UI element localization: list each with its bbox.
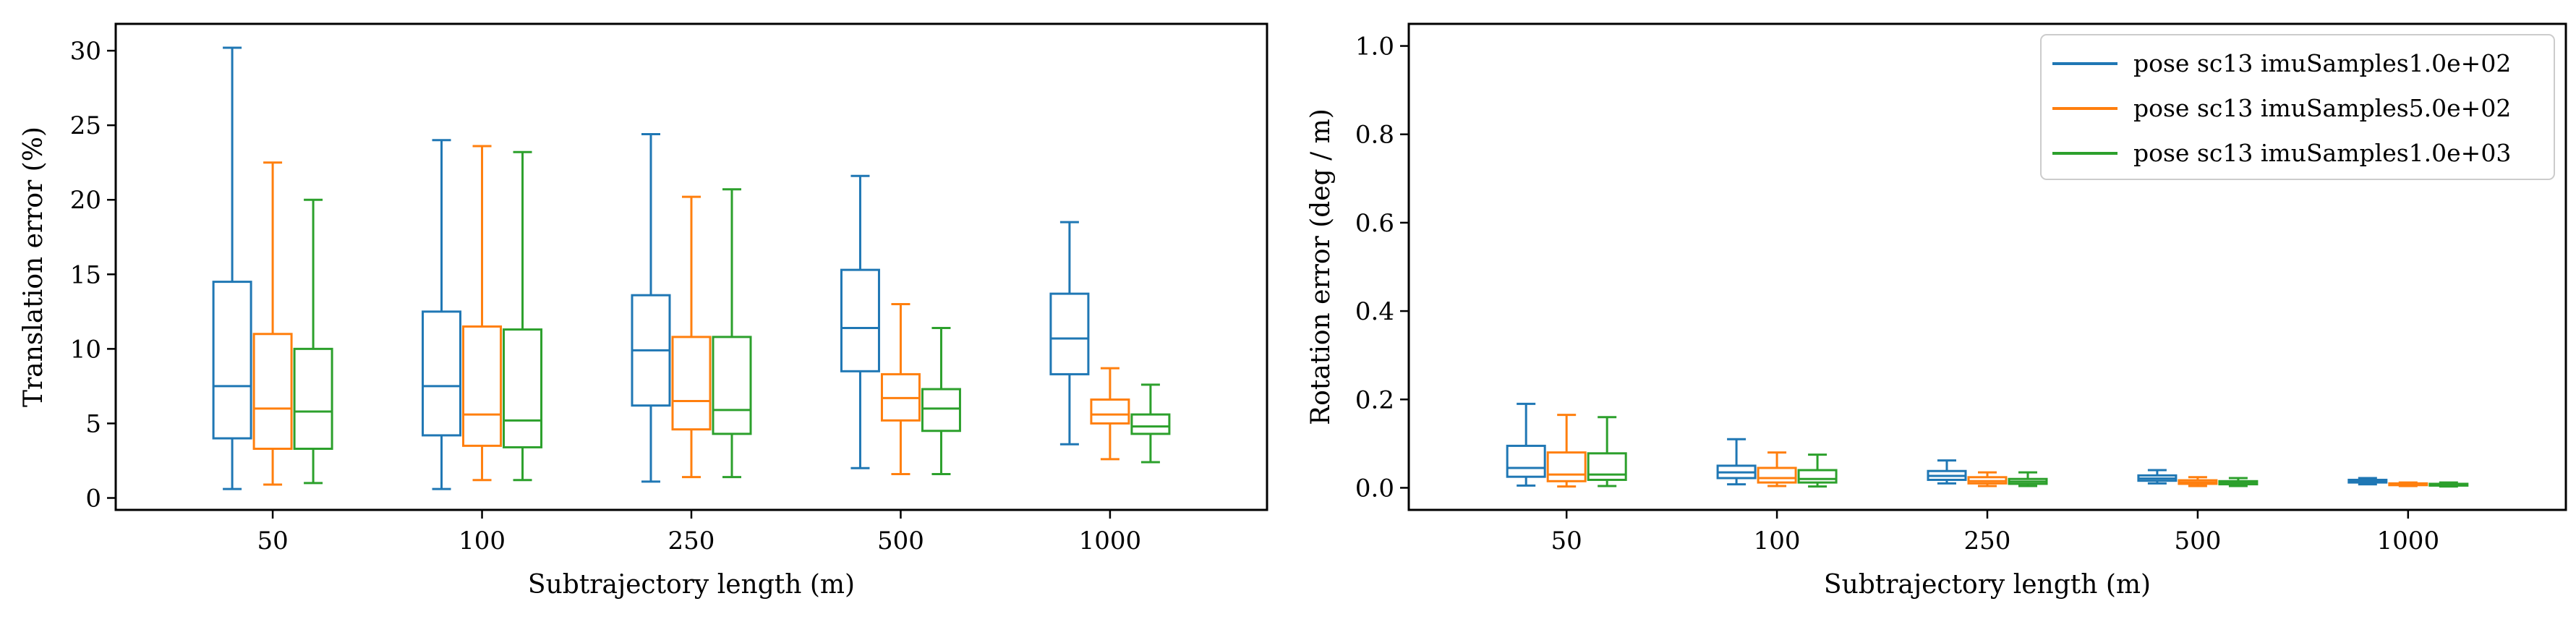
translation-y-tick-label: 20 (70, 186, 101, 215)
translation-box-50-series-2 (252, 161, 293, 486)
rotation-y-tick-label: 0.0 (1355, 474, 1394, 503)
rotation-box-50-series-1 (1506, 402, 1546, 487)
rotation-box-100-series-3 (1797, 453, 1838, 488)
rotation-error-x-axis-label: Subtrajectory length (m) (1824, 570, 2151, 600)
translation-box-1000-series-2 (1090, 367, 1130, 461)
translation-error-x-axis-label: Subtrajectory length (m) (528, 570, 855, 600)
rotation-box-1000-series-1 (2347, 477, 2388, 486)
translation-x-tick-label: 100 (459, 527, 506, 555)
iqr-box (671, 336, 712, 431)
iqr-box (462, 325, 503, 447)
rotation-y-tick-label: 0.2 (1355, 385, 1394, 414)
rotation-error-y-axis-label: Rotation error (deg / m) (1306, 108, 1336, 425)
translation-x-tick-label: 50 (257, 527, 288, 555)
iqr-box (1506, 444, 1546, 478)
rotation-error-y-ticks: 0.0 0.2 0.4 0.6 0.8 1.0 (1355, 33, 1409, 503)
rotation-y-tick-label: 0.6 (1355, 209, 1394, 238)
translation-x-tick-label: 500 (877, 527, 924, 555)
iqr-box (1090, 398, 1130, 425)
iqr-box (293, 347, 333, 450)
translation-error-x-ticks: 50 100 250 500 1000 (257, 510, 1141, 555)
translation-box-100-series-2 (462, 145, 503, 482)
translation-y-tick-label: 15 (70, 260, 101, 289)
rotation-y-tick-label: 0.4 (1355, 297, 1394, 326)
rotation-box-100-series-1 (1716, 438, 1757, 486)
rotation-x-tick-label: 100 (1754, 527, 1801, 555)
translation-x-tick-label: 250 (668, 527, 715, 555)
iqr-box (1546, 451, 1587, 482)
iqr-box (921, 388, 961, 433)
legend-box (2040, 34, 2555, 180)
legend-label-series-2: pose sc13 imuSamples5.0e+02 (2133, 94, 2511, 122)
iqr-box (1587, 452, 1627, 481)
iqr-box (212, 281, 252, 440)
legend: pose sc13 imuSamples1.0e+02 pose sc13 im… (2040, 34, 2555, 180)
translation-box-1000-series-3 (1130, 383, 1171, 464)
translation-box-250-series-1 (631, 133, 671, 483)
translation-box-500-series-3 (921, 327, 961, 476)
translation-box-500-series-2 (880, 303, 921, 476)
iqr-box (503, 328, 543, 448)
iqr-box (1049, 292, 1090, 375)
translation-y-tick-label: 5 (85, 409, 101, 438)
translation-box-50-series-3 (293, 198, 333, 485)
iqr-box (1797, 469, 1838, 484)
translation-y-tick-label: 0 (85, 485, 101, 514)
rotation-y-tick-label: 1.0 (1355, 33, 1394, 61)
rotation-y-tick-label: 0.8 (1355, 121, 1394, 150)
rotation-error-panel: 0.0 0.2 0.4 0.6 0.8 1.0 50 100 250 500 1000 Subtr… (1306, 22, 2567, 600)
translation-box-100-series-3 (503, 150, 543, 482)
rotation-x-tick-label: 1000 (2377, 527, 2440, 555)
legend-label-series-3: pose sc13 imuSamples1.0e+03 (2133, 139, 2511, 167)
rotation-box-500-series-3 (2218, 477, 2259, 487)
rotation-error-x-ticks: 50 100 250 500 1000 (1551, 510, 2440, 555)
rotation-box-500-series-1 (2137, 469, 2178, 485)
translation-error-panel: 0 5 10 15 20 25 30 50 100 250 500 1000 Subtrajecto… (19, 22, 1268, 600)
translation-box-250-series-2 (671, 195, 712, 479)
translation-error-boxes (212, 46, 1171, 490)
translation-error-y-ticks: 0 5 10 15 20 25 30 (70, 37, 116, 514)
translation-y-tick-label: 30 (70, 37, 101, 66)
translation-x-tick-label: 1000 (1079, 527, 1142, 555)
rotation-box-250-series-1 (1927, 459, 1967, 485)
translation-box-500-series-1 (840, 174, 880, 469)
rotation-box-100-series-2 (1757, 451, 1797, 487)
iqr-box (712, 336, 752, 435)
translation-box-250-series-3 (712, 188, 752, 479)
iqr-box (840, 268, 880, 372)
rotation-box-50-series-3 (1587, 416, 1627, 487)
translation-box-1000-series-1 (1049, 221, 1090, 446)
rotation-box-500-series-2 (2178, 476, 2218, 487)
translation-y-tick-label: 10 (70, 335, 101, 364)
iqr-box (1757, 466, 1797, 484)
translation-error-y-axis-label: Translation error (%) (19, 127, 48, 407)
iqr-box (422, 310, 462, 437)
iqr-box (252, 333, 293, 450)
rotation-x-tick-label: 500 (2174, 527, 2221, 555)
rotation-box-250-series-2 (1967, 471, 2008, 487)
translation-box-100-series-1 (422, 139, 462, 490)
iqr-box (1130, 413, 1171, 435)
rotation-box-1000-series-3 (2428, 481, 2469, 488)
rotation-box-1000-series-2 (2388, 481, 2428, 487)
rotation-box-250-series-3 (2008, 471, 2048, 487)
translation-box-50-series-1 (212, 46, 252, 490)
translation-y-tick-label: 25 (70, 111, 101, 140)
rotation-error-boxes (1506, 402, 2469, 488)
rotation-box-50-series-2 (1546, 414, 1587, 488)
rotation-x-tick-label: 250 (1964, 527, 2011, 555)
legend-label-series-1: pose sc13 imuSamples1.0e+02 (2133, 49, 2511, 77)
rotation-x-tick-label: 50 (1551, 527, 1582, 555)
